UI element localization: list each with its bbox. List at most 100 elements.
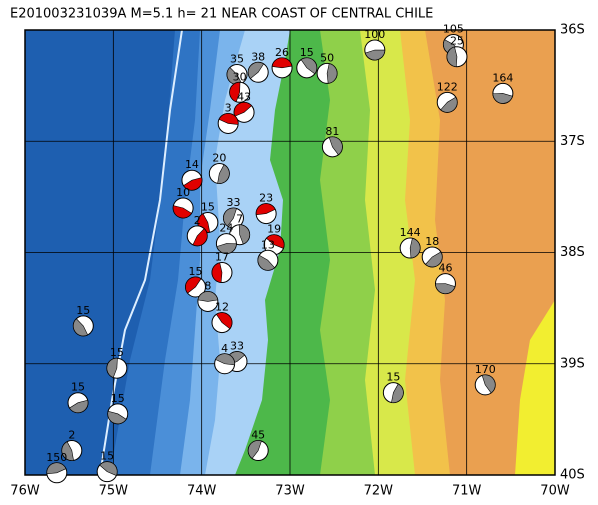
focal-mechanism: 18 bbox=[421, 235, 443, 268]
focal-mechanism: 26 bbox=[271, 46, 293, 79]
focal-mechanism: 38 bbox=[247, 50, 269, 83]
event-depth-label: 15 bbox=[110, 346, 124, 359]
beachball-sector bbox=[215, 353, 235, 366]
event-depth-label: 100 bbox=[364, 28, 385, 41]
x-tick-label: 76W bbox=[10, 484, 40, 499]
event-depth-label: 20 bbox=[212, 152, 226, 165]
event-depth-label: 18 bbox=[425, 235, 439, 248]
event-depth-label: 23 bbox=[259, 192, 273, 205]
event-depth-label: 10 bbox=[176, 186, 190, 199]
focal-mechanism: 3 bbox=[217, 101, 239, 134]
focal-mechanism: 33 bbox=[222, 196, 244, 229]
focal-mechanism: 15 bbox=[184, 265, 206, 298]
x-tick-label: 72W bbox=[364, 484, 394, 499]
event-depth-label: 15 bbox=[76, 304, 90, 317]
event-depth-label: 46 bbox=[438, 262, 452, 275]
event-depth-label: 13 bbox=[261, 238, 275, 251]
event-depth-label: 15 bbox=[386, 371, 400, 384]
y-tick-label: 38S bbox=[560, 245, 585, 260]
beachball-sector bbox=[192, 228, 208, 247]
beachball-sector bbox=[247, 440, 262, 459]
beachball-sector bbox=[107, 410, 127, 425]
beachball-sector bbox=[435, 283, 456, 294]
event-depth-label: 33 bbox=[230, 340, 244, 353]
event-depth-label: 8 bbox=[204, 279, 211, 292]
map-title: E201003231039A M=5.1 h= 21 NEAR COAST OF… bbox=[10, 7, 433, 22]
focal-mechanism: 170 bbox=[474, 363, 496, 396]
y-tick-label: 37S bbox=[560, 134, 585, 149]
focal-mechanism: 43 bbox=[233, 90, 255, 123]
focal-mechanism: 35 bbox=[226, 53, 248, 85]
beachball-sector bbox=[99, 461, 118, 476]
beachball-sector bbox=[247, 61, 265, 79]
beachball-sector bbox=[229, 82, 241, 103]
beachball-sector bbox=[217, 164, 230, 184]
x-tick-label: 73W bbox=[275, 484, 305, 499]
event-depth-label: 17 bbox=[215, 251, 229, 264]
focal-mechanism: 15 bbox=[107, 392, 129, 425]
beachball-sector bbox=[223, 207, 237, 227]
event-depth-label: 15 bbox=[111, 392, 125, 405]
focal-mechanism: 10 bbox=[172, 186, 194, 219]
focal-mechanism: 150 bbox=[46, 451, 68, 484]
event-depth-label: 19 bbox=[267, 223, 281, 236]
event-depth-label: 38 bbox=[251, 50, 265, 63]
event-depth-label: 26 bbox=[275, 46, 289, 59]
beachball-sector bbox=[255, 203, 276, 216]
focal-mechanism: 23 bbox=[255, 192, 277, 225]
focal-mechanism: 50 bbox=[316, 51, 338, 84]
event-depth-label: 150 bbox=[46, 451, 67, 464]
focal-mechanism: 100 bbox=[364, 28, 386, 61]
focal-mechanism: 15 bbox=[67, 381, 89, 414]
beachball-sector bbox=[266, 234, 285, 249]
focal-mechanism: 12 bbox=[211, 301, 233, 334]
event-depth-label: 164 bbox=[492, 71, 513, 84]
beachball-sector bbox=[218, 113, 239, 125]
event-depth-label: 15 bbox=[71, 381, 85, 394]
y-tick-label: 40S bbox=[560, 468, 585, 483]
event-depth-label: 81 bbox=[325, 125, 339, 138]
beachball-sector bbox=[481, 374, 496, 394]
event-depth-label: 105 bbox=[443, 22, 464, 35]
beachball-sector bbox=[391, 383, 404, 403]
beachball-sector bbox=[257, 254, 276, 271]
beachball-sector bbox=[425, 251, 443, 268]
event-depth-label: 33 bbox=[226, 196, 240, 209]
event-depth-label: 2 bbox=[68, 429, 75, 442]
focal-mechanism: 46 bbox=[434, 262, 456, 295]
beachball-sector bbox=[216, 243, 237, 254]
focal-mechanism: 2 bbox=[61, 429, 83, 462]
beachball-sector bbox=[446, 46, 458, 67]
focal-mechanism: 15 bbox=[72, 304, 94, 337]
beachball-sector bbox=[238, 224, 250, 245]
beachball-sector bbox=[46, 462, 67, 475]
event-depth-label: 35 bbox=[230, 53, 244, 66]
event-depth-label: 122 bbox=[437, 80, 458, 93]
focal-mechanism: 17 bbox=[211, 251, 233, 284]
event-depth-label: 7 bbox=[236, 213, 243, 226]
x-tick-label: 75W bbox=[99, 484, 129, 499]
beachball-sector bbox=[409, 237, 421, 259]
grid: 76W 75W 74W 73W 72W 71W 70W 36S 37S 38S 39S 40S bbox=[10, 23, 585, 499]
beachball-sector bbox=[73, 318, 89, 337]
focal-mechanism: 13 bbox=[257, 238, 279, 271]
beachball-sector bbox=[271, 57, 293, 69]
event-depth-label: 15 bbox=[300, 46, 314, 59]
focal-mechanism: 25 bbox=[446, 35, 468, 68]
event-depth-label: 15 bbox=[100, 450, 114, 463]
focal-mechanism: 164 bbox=[492, 71, 513, 104]
focal-mechanism: 14 bbox=[181, 158, 203, 191]
event-depth-label: 12 bbox=[215, 301, 229, 314]
beachball-sector bbox=[183, 177, 203, 191]
focal-mechanism: 15 bbox=[96, 450, 118, 483]
focal-mechanism: 8 bbox=[197, 279, 219, 312]
beachball-sector bbox=[215, 312, 233, 330]
y-tick-label: 36S bbox=[560, 23, 585, 38]
focal-mechanism: 24 bbox=[215, 222, 237, 255]
focal-mechanism: 19 bbox=[263, 223, 285, 256]
event-depth-label: 3 bbox=[225, 101, 232, 114]
event-depth-label: 170 bbox=[475, 363, 496, 376]
event-depth-label: 4 bbox=[221, 342, 228, 355]
